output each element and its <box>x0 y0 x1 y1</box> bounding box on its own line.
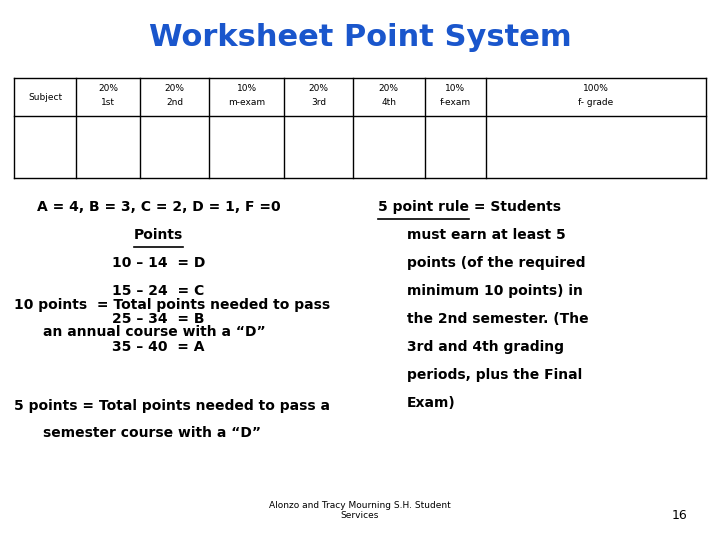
Text: m-exam: m-exam <box>228 98 265 107</box>
Text: Alonzo and Tracy Mourning S.H. Student
Services: Alonzo and Tracy Mourning S.H. Student S… <box>269 501 451 520</box>
Text: 20%: 20% <box>379 84 399 92</box>
Text: 10 – 14  = D: 10 – 14 = D <box>112 256 205 270</box>
Text: 25 – 34  = B: 25 – 34 = B <box>112 312 204 326</box>
Text: 20%: 20% <box>309 84 328 92</box>
Text: Worksheet Point System: Worksheet Point System <box>149 23 571 52</box>
Text: 10 points  = Total points needed to pass: 10 points = Total points needed to pass <box>14 298 330 312</box>
Text: 20%: 20% <box>165 84 184 92</box>
Text: = Students: = Students <box>469 200 561 214</box>
Text: 35 – 40  = A: 35 – 40 = A <box>112 340 204 354</box>
Text: 2nd: 2nd <box>166 98 183 107</box>
Text: minimum 10 points) in: minimum 10 points) in <box>407 284 582 298</box>
Text: semester course with a “D”: semester course with a “D” <box>43 426 261 440</box>
Text: Exam): Exam) <box>407 396 456 410</box>
Text: 3rd and 4th grading: 3rd and 4th grading <box>407 340 564 354</box>
Text: f- grade: f- grade <box>578 98 613 107</box>
Text: must earn at least 5: must earn at least 5 <box>407 228 565 242</box>
Text: 1st: 1st <box>101 98 115 107</box>
Text: 5 points = Total points needed to pass a: 5 points = Total points needed to pass a <box>14 399 330 413</box>
Text: 100%: 100% <box>583 84 608 92</box>
Text: periods, plus the Final: periods, plus the Final <box>407 368 582 382</box>
Text: 20%: 20% <box>98 84 118 92</box>
Text: 16: 16 <box>672 509 688 522</box>
Text: 10%: 10% <box>237 84 256 92</box>
Text: 5 point rule: 5 point rule <box>378 200 469 214</box>
Text: the 2nd semester. (The: the 2nd semester. (The <box>407 312 588 326</box>
Text: 15 – 24  = C: 15 – 24 = C <box>112 284 204 298</box>
Text: 3rd: 3rd <box>311 98 326 107</box>
Text: A = 4, B = 3, C = 2, D = 1, F =0: A = 4, B = 3, C = 2, D = 1, F =0 <box>37 200 280 214</box>
Text: f-exam: f-exam <box>440 98 471 107</box>
Text: an annual course with a “D”: an annual course with a “D” <box>43 325 266 339</box>
Text: Subject: Subject <box>28 93 62 102</box>
Text: 4th: 4th <box>382 98 396 107</box>
Text: Points: Points <box>134 228 183 242</box>
Text: 10%: 10% <box>446 84 465 92</box>
Text: points (of the required: points (of the required <box>407 256 585 270</box>
